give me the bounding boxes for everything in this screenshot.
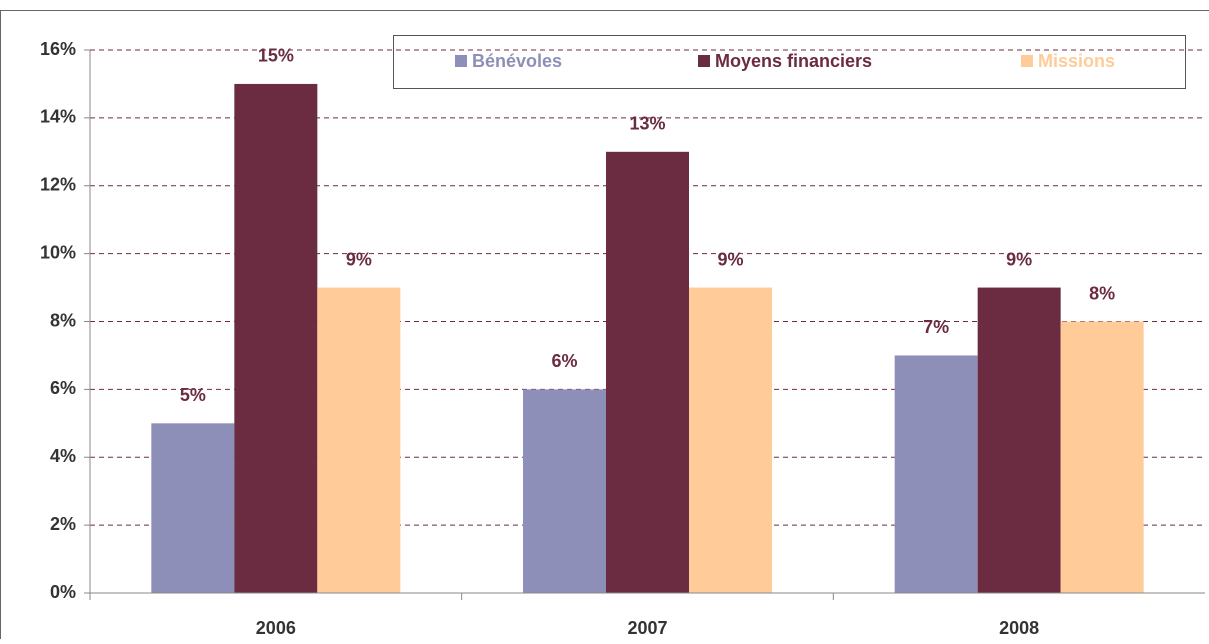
bar xyxy=(234,84,317,593)
data-label: 8% xyxy=(1089,283,1115,303)
y-tick-label: 14% xyxy=(40,107,76,127)
y-tick-label: 16% xyxy=(40,39,76,59)
legend-marker xyxy=(698,55,710,67)
data-label: 9% xyxy=(717,249,743,269)
legend-marker xyxy=(1021,55,1033,67)
data-label: 5% xyxy=(180,385,206,405)
legend-marker xyxy=(455,55,467,67)
y-tick-label: 8% xyxy=(50,310,76,330)
bar xyxy=(689,288,772,593)
y-tick-label: 6% xyxy=(50,378,76,398)
data-label: 7% xyxy=(923,317,949,337)
y-tick-label: 0% xyxy=(50,582,76,602)
bar xyxy=(978,288,1061,593)
legend-label: Moyens financiers xyxy=(715,51,872,71)
data-label: 15% xyxy=(258,46,294,66)
x-tick-label: 2007 xyxy=(627,618,667,638)
x-tick-label: 2006 xyxy=(256,618,296,638)
data-label: 9% xyxy=(346,249,372,269)
y-tick-label: 4% xyxy=(50,446,76,466)
legend-label: Missions xyxy=(1038,51,1115,71)
x-tick-label: 2008 xyxy=(999,618,1039,638)
y-tick-label: 2% xyxy=(50,514,76,534)
data-label: 13% xyxy=(629,114,665,134)
y-tick-label: 10% xyxy=(40,242,76,262)
data-label: 9% xyxy=(1006,249,1032,269)
bar xyxy=(895,355,978,593)
data-label: 6% xyxy=(551,351,577,371)
y-tick-label: 12% xyxy=(40,175,76,195)
bar xyxy=(523,389,606,593)
legend-label: Bénévoles xyxy=(472,51,562,71)
bar xyxy=(317,288,400,593)
bar xyxy=(151,423,234,593)
bar xyxy=(606,152,689,593)
bar xyxy=(1061,322,1144,594)
